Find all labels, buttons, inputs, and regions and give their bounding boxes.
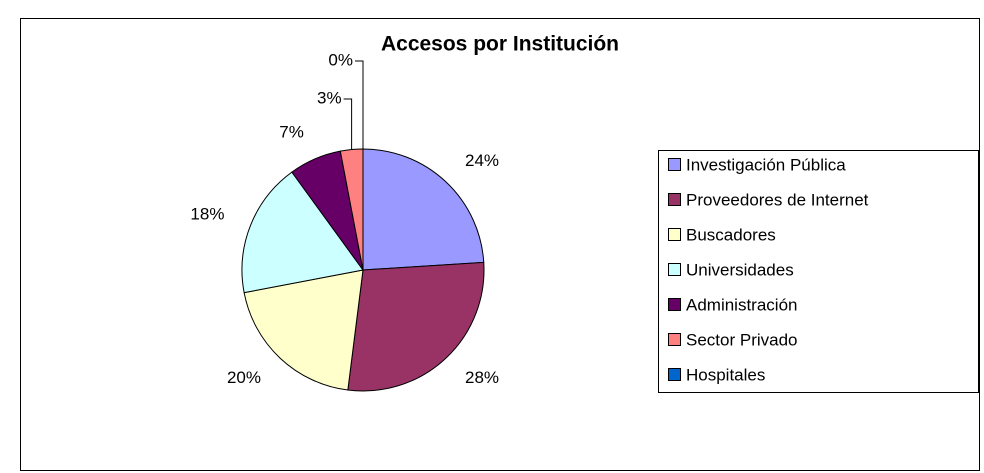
legend-swatch [668, 158, 681, 171]
chart-title: Accesos por Institución [381, 33, 619, 56]
data-label: 18% [190, 205, 224, 224]
data-label: 7% [279, 123, 304, 142]
legend-label: Buscadores [686, 225, 776, 244]
data-label: 0% [328, 50, 353, 69]
legend-swatch [668, 228, 681, 241]
legend-swatch [668, 368, 681, 381]
data-label: 28% [465, 368, 499, 387]
legend-box [658, 150, 979, 393]
pie-slice [243, 269, 364, 391]
data-label: 3% [317, 88, 342, 107]
legend-swatch [668, 193, 681, 206]
legend-label: Sector Privado [686, 330, 798, 349]
legend-swatch [668, 333, 681, 346]
leader-line [343, 98, 353, 150]
legend-label: Universidades [686, 260, 794, 279]
legend-label: Investigación Pública [686, 155, 846, 174]
leader-line [355, 60, 364, 149]
legend-label: Hospitales [686, 365, 765, 384]
pie-slice [241, 171, 364, 294]
legend-swatch [668, 263, 681, 276]
data-label: 20% [227, 368, 261, 387]
data-label: 24% [465, 151, 499, 170]
legend-swatch [668, 298, 681, 311]
pie-slice [347, 261, 485, 392]
pie-slice [362, 148, 485, 271]
legend-label: Proveedores de Internet [686, 190, 869, 209]
legend-label: Administración [686, 295, 798, 314]
